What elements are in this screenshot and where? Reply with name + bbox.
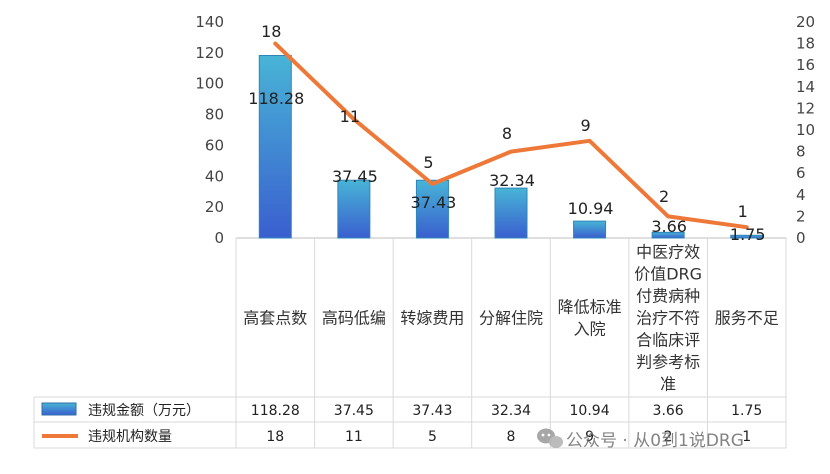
wechat-bubble-small: [549, 436, 563, 448]
category-label: 合临床评: [636, 331, 700, 350]
bar-data-label: 3.66: [651, 217, 687, 236]
left-axis-tick: 20: [205, 198, 224, 216]
category-label: 降低标准: [558, 298, 622, 317]
table-value-amount: 32.34: [491, 403, 531, 419]
line-data-label: 1: [738, 202, 748, 221]
bar: [573, 220, 607, 239]
category-label: 判参考标: [636, 353, 700, 372]
right-axis-tick: 10: [796, 121, 815, 139]
watermark: 公众号 · 从0到1说DRG: [537, 428, 744, 451]
bar-data-label: 37.43: [411, 193, 457, 212]
table-value-count: 1: [742, 429, 751, 445]
line-data-label: 8: [502, 124, 512, 143]
left-axis-tick: 80: [205, 106, 224, 124]
table-value-count: 11: [345, 429, 363, 445]
bar: [730, 234, 764, 239]
bar-data-label: 10.94: [568, 199, 614, 218]
bar: [415, 179, 449, 239]
category-label: 付费病种: [636, 287, 700, 306]
table-value-count: 8: [507, 429, 516, 445]
left-axis-tick: 100: [195, 75, 224, 93]
left-axis-tick: 120: [195, 44, 224, 62]
right-axis-tick: 18: [796, 35, 815, 53]
table-value-amount: 3.66: [653, 403, 684, 419]
category-label: 高套点数: [243, 309, 307, 328]
bar: [258, 55, 292, 239]
bar-data-label: 118.28: [248, 89, 304, 108]
category-label: 准: [660, 375, 676, 394]
left-axis-tick: 0: [214, 229, 224, 247]
category-label: 分解住院: [479, 309, 543, 328]
category-label: 服务不足: [715, 309, 779, 328]
table-value-count: 18: [266, 429, 284, 445]
category-label: 中医疗效: [636, 243, 700, 262]
table-value-amount: 37.43: [412, 403, 452, 419]
line-path: [273, 41, 749, 230]
line-data-label: 11: [340, 107, 360, 126]
legend-line-label: 违规机构数量: [88, 429, 172, 445]
right-axis-tick: 12: [796, 99, 815, 117]
left-axis-tick: 140: [195, 13, 224, 31]
category-label: 治疗不符: [636, 309, 700, 328]
bar-data-label: 37.45: [332, 167, 378, 186]
line-data-label: 2: [659, 187, 669, 206]
watermark-text: 公众号 · 从0到1说DRG: [566, 431, 744, 451]
legend-bar-label: 违规金额（万元）: [88, 403, 200, 419]
line-series: [273, 41, 749, 230]
wechat-eye: [541, 433, 545, 437]
bar: [494, 187, 528, 239]
bar-data-label: 32.34: [489, 171, 535, 190]
right-axis-tick: 2: [796, 207, 806, 225]
table-value-amount: 10.94: [570, 403, 610, 419]
table-value-count: 2: [664, 429, 673, 445]
category-label: 高码低编: [322, 309, 386, 328]
legend-bar-key: [41, 402, 77, 416]
right-axis-tick: 20: [796, 13, 815, 31]
line-data-label: 5: [423, 153, 433, 172]
table-value-count: 9: [585, 429, 594, 445]
table-value-count: 5: [428, 429, 437, 445]
bar: [651, 231, 685, 239]
line-data-label: 18: [261, 22, 281, 41]
table-value-amount: 118.28: [251, 403, 300, 419]
table-value-amount: 1.75: [731, 403, 762, 419]
right-axis-tick: 8: [796, 143, 806, 161]
right-axis-tick: 16: [796, 56, 815, 74]
category-label: 转嫁费用: [400, 309, 464, 328]
bars: [258, 55, 764, 239]
category-label: 价值DRG: [634, 265, 702, 284]
bar-data-label: 1.75: [730, 225, 766, 244]
wechat-eye: [547, 433, 551, 437]
bar: [337, 179, 371, 239]
right-axis-tick: 0: [796, 229, 806, 247]
line-data-label: 9: [580, 116, 590, 135]
data-labels: 118.28 37.45 37.43 32.34 10.94 3.66 1.75 18 11 5 8…: [248, 22, 765, 244]
right-axis-tick: 6: [796, 164, 806, 182]
right-axis-tick: 14: [796, 78, 815, 96]
wechat-icon: [537, 428, 563, 448]
category-label: 入院: [574, 320, 606, 339]
left-axis-tick: 40: [205, 167, 224, 185]
right-axis-tick: 4: [796, 186, 806, 204]
left-axis-tick: 60: [205, 136, 224, 154]
table-value-amount: 37.45: [334, 403, 374, 419]
